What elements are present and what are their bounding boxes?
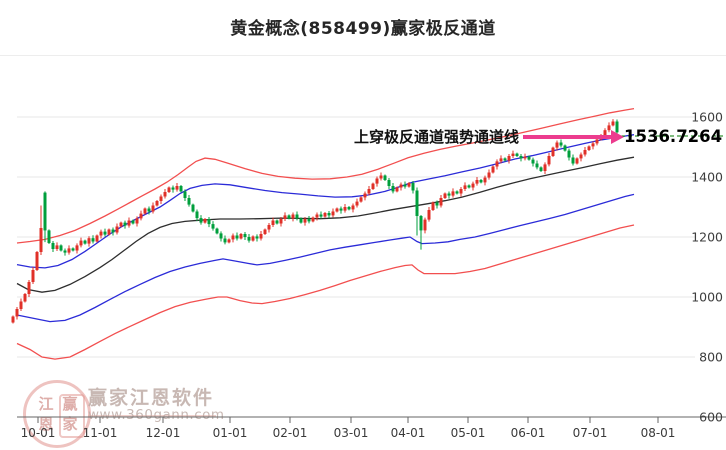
svg-text:12-01: 12-01 [146, 426, 181, 440]
svg-text:10-01: 10-01 [21, 426, 56, 440]
svg-text:03-01: 03-01 [334, 426, 369, 440]
seal-char: 江 [38, 395, 54, 413]
seal-char: 恩 [38, 415, 54, 433]
seal-char: 赢 [62, 395, 78, 413]
annotation-label: 上穿极反通道强势通道线 [353, 128, 519, 146]
svg-text:07-01: 07-01 [573, 426, 608, 440]
channel-line-upper-red [16, 107, 635, 244]
watermark-url: www.360gann.com [88, 407, 225, 423]
chart-title: 黄金概念(858499)赢家极反通道 [230, 19, 496, 39]
svg-text:05-01: 05-01 [451, 426, 486, 440]
svg-text:1200: 1200 [691, 230, 723, 245]
channel-line-lower-blue [16, 193, 635, 323]
svg-text:800: 800 [699, 350, 723, 365]
svg-text:04-01: 04-01 [391, 426, 426, 440]
seal-box [59, 394, 85, 438]
svg-text:01-01: 01-01 [213, 426, 248, 440]
watermark-seal-logo: 江 赢 恩 家 [23, 380, 91, 448]
seal-char: 家 [62, 415, 78, 433]
watermark-brand: 赢家江恩软件 [88, 387, 215, 409]
watermark-strike-line [88, 415, 216, 417]
svg-text:02-01: 02-01 [273, 426, 308, 440]
channel-line-upper-blue [16, 134, 635, 269]
svg-text:1600: 1600 [691, 110, 723, 125]
svg-text:1400: 1400 [691, 170, 723, 185]
svg-text:1000: 1000 [691, 290, 723, 305]
title-separator [0, 55, 726, 56]
annotation-arrow-head [611, 130, 624, 144]
svg-text:11-01: 11-01 [83, 426, 118, 440]
svg-text:08-01: 08-01 [641, 426, 676, 440]
svg-text:06-01: 06-01 [511, 426, 546, 440]
channel-line-lower-red [16, 224, 635, 360]
svg-text:600: 600 [699, 410, 723, 425]
annotation-value: 1536.7264 [624, 127, 723, 146]
